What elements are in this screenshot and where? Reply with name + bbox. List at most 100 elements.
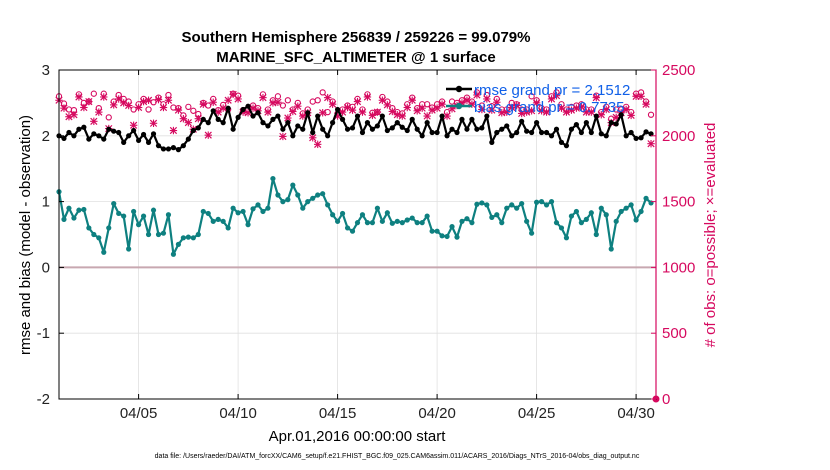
evaluated-obs-marker <box>557 104 566 112</box>
rmse-point <box>71 133 77 139</box>
evaluated-obs-marker <box>478 105 486 114</box>
rmse-point <box>300 126 306 132</box>
rmse-point <box>588 129 594 136</box>
possible-obs-marker <box>105 114 112 121</box>
rmse-point <box>66 129 72 136</box>
y-tick-label: 1 <box>42 194 50 211</box>
evaluated-obs-marker <box>622 105 630 114</box>
bias-point <box>349 228 356 234</box>
y-axis-label: rmse and bias (model - observation) <box>17 115 34 355</box>
rmse-point <box>384 127 390 134</box>
rmse-point <box>165 146 172 152</box>
possible-obs-marker <box>279 102 287 109</box>
evaluated-obs-marker <box>353 97 362 106</box>
rmse-point <box>593 113 599 119</box>
bias-point <box>71 215 77 221</box>
evaluated-obs-marker <box>314 140 322 149</box>
rmse-point <box>126 133 132 139</box>
bias-point <box>374 205 380 211</box>
x-axis-label: Apr.01,2016 00:00:00 start <box>269 428 447 445</box>
rmse-point <box>344 126 351 132</box>
rmse-point <box>489 139 495 145</box>
bias-point <box>255 202 261 208</box>
rmse-point <box>538 129 545 136</box>
evaluated-obs-marker <box>60 104 68 112</box>
rmse-point <box>320 126 326 132</box>
bias-point <box>359 212 366 218</box>
rmse-point <box>394 120 400 126</box>
rmse-point <box>558 139 565 145</box>
rmse-point <box>315 113 321 119</box>
bias-point <box>543 202 550 208</box>
evaluated-obs-marker <box>279 132 287 141</box>
evaluated-obs-marker <box>199 100 207 108</box>
bias-point <box>290 182 296 188</box>
bias-point <box>578 220 584 226</box>
rmse-point <box>419 133 425 139</box>
evaluated-obs-marker <box>637 92 645 101</box>
evaluated-obs-marker <box>309 134 317 142</box>
rmse-point <box>86 136 92 142</box>
rmse-point <box>280 126 286 132</box>
rmse-point <box>305 110 311 116</box>
possible-obs-marker <box>448 98 456 105</box>
evaluated-obs-marker <box>274 98 282 106</box>
x-tick-label: 04/15 <box>319 405 357 422</box>
evaluated-obs-marker <box>149 119 158 127</box>
evaluated-obs-marker <box>154 95 163 104</box>
bias-point <box>76 207 82 213</box>
bias-point <box>479 200 485 206</box>
rmse-point <box>145 139 152 145</box>
rmse-point <box>499 126 505 132</box>
rmse-point <box>61 135 67 142</box>
evaluated-obs-marker <box>358 108 367 116</box>
evaluated-obs-marker <box>368 111 377 120</box>
bias-point <box>623 205 629 211</box>
bias-point <box>394 218 400 224</box>
bias-point <box>484 202 490 208</box>
bias-point <box>240 208 246 215</box>
rmse-point <box>195 125 201 131</box>
y-tick-label: 3 <box>42 62 50 79</box>
evaluated-obs-marker <box>398 112 406 120</box>
possible-obs-marker <box>647 111 655 118</box>
rmse-point <box>354 113 361 119</box>
bias-point <box>424 213 430 219</box>
bias-point <box>583 216 589 222</box>
rmse-point <box>553 126 560 132</box>
evaluated-obs-marker <box>209 98 217 106</box>
possible-obs-marker <box>309 98 316 105</box>
rmse-point <box>618 112 624 118</box>
bias-point <box>419 220 425 226</box>
rmse-point <box>76 126 82 132</box>
bias-point <box>230 205 236 211</box>
bias-point <box>106 225 112 231</box>
bias-point <box>111 200 117 207</box>
evaluated-obs-marker <box>80 103 88 112</box>
y2-tick-label: 2500 <box>662 62 695 79</box>
bias-series-line <box>57 177 652 256</box>
rmse-point <box>548 133 555 139</box>
rmse-point <box>290 133 296 139</box>
evaluated-obs-marker <box>393 111 401 119</box>
bias-point <box>180 235 186 241</box>
rmse-point <box>295 123 301 129</box>
rmse-point <box>464 126 470 132</box>
bias-point <box>643 195 649 201</box>
evaluated-obs-marker <box>383 101 392 109</box>
rmse-point <box>369 126 376 132</box>
evaluated-obs-marker <box>115 95 123 103</box>
evaluated-obs-marker <box>592 93 600 102</box>
evaluated-obs-marker <box>587 108 596 116</box>
bias-point <box>215 216 221 222</box>
evaluated-obs-marker <box>264 108 272 116</box>
evaluated-obs-marker <box>473 91 481 99</box>
rmse-point <box>439 113 445 119</box>
evaluated-obs-marker <box>493 98 501 106</box>
rmse-point <box>449 126 455 132</box>
bias-point <box>185 234 191 240</box>
rmse-point <box>200 116 206 122</box>
evaluated-obs-marker <box>124 101 133 110</box>
evaluated-obs-marker <box>323 93 332 102</box>
